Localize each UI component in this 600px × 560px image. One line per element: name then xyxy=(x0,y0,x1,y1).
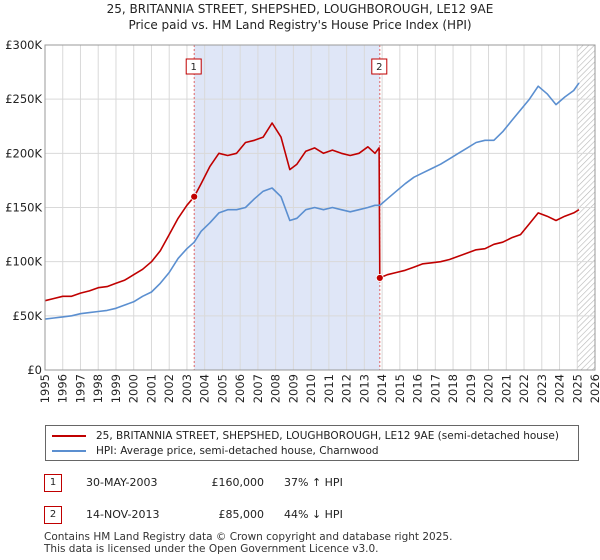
x-tick-label: 2011 xyxy=(322,374,336,403)
x-tick-label: 2018 xyxy=(446,374,460,403)
sale-2-point xyxy=(375,274,384,282)
x-tick-label: 1996 xyxy=(56,374,70,403)
x-tick-label: 2002 xyxy=(162,374,176,403)
chart-title: 25, BRITANNIA STREET, SHEPSHED, LOUGHBOR… xyxy=(106,2,494,16)
x-tick-label: 2015 xyxy=(393,374,407,403)
legend-line-hpi xyxy=(52,450,86,452)
y-tick-label: £50K xyxy=(13,309,43,323)
x-tick-label: 1997 xyxy=(73,374,87,403)
x-tick-label: 2016 xyxy=(411,374,425,403)
x-tick-label: 2010 xyxy=(304,374,318,403)
x-tick-label: 2025 xyxy=(570,374,584,403)
legend-label-hpi: HPI: Average price, semi-detached house,… xyxy=(96,445,379,457)
series-line-property xyxy=(44,122,580,302)
transaction-marker-1: 1 xyxy=(44,474,62,492)
x-tick-label: 2005 xyxy=(215,374,229,403)
transaction-hpi-1: 37% ↑ HPI xyxy=(284,476,343,489)
x-tick-label: 2004 xyxy=(198,374,212,403)
x-tick-label: 2001 xyxy=(144,374,158,403)
transaction-marker-2: 2 xyxy=(44,506,62,524)
sale-2-label: 2 xyxy=(376,62,382,73)
x-tick-label: 2012 xyxy=(340,374,354,403)
x-tick-label: 2026 xyxy=(588,374,600,403)
transaction-price-1: £160,000 xyxy=(211,476,265,489)
x-tick-label: 2006 xyxy=(233,374,247,403)
transaction-hpi-2: 44% ↓ HPI xyxy=(284,508,343,521)
x-tick-label: 2024 xyxy=(553,374,567,403)
x-tick-label: 2013 xyxy=(357,374,371,403)
x-tick-label: 1998 xyxy=(91,374,105,403)
y-tick-label: £100K xyxy=(5,255,42,269)
x-tick-label: 2003 xyxy=(180,374,194,403)
x-tick-label: 2021 xyxy=(499,374,513,403)
x-tick-label: 2017 xyxy=(428,374,442,403)
plot-border xyxy=(44,44,596,371)
x-tick-label: 2009 xyxy=(286,374,300,403)
x-tick-label: 2007 xyxy=(251,374,265,403)
y-tick-label: £0 xyxy=(27,363,42,377)
x-tick-label: 2000 xyxy=(127,374,141,403)
chart-subtitle: Price paid vs. HM Land Registry's House … xyxy=(128,18,472,32)
transaction-price-2: £85,000 xyxy=(218,508,265,521)
x-tick-label: 2020 xyxy=(482,374,496,403)
x-tick-label: 1999 xyxy=(109,374,123,403)
y-tick-label: £150K xyxy=(5,201,42,215)
sale-2-label-box xyxy=(371,58,388,75)
x-tick-label: 2014 xyxy=(375,374,389,403)
x-tick-label: 1995 xyxy=(38,374,52,403)
x-tick-label: 2008 xyxy=(269,374,283,403)
x-tick-label: 2023 xyxy=(535,374,549,403)
legend-line-property xyxy=(52,435,86,437)
x-tick-label: 2019 xyxy=(464,374,478,403)
legend-item-property: 25, BRITANNIA STREET, SHEPSHED, LOUGHBOR… xyxy=(52,429,559,443)
chart-legend: 25, BRITANNIA STREET, SHEPSHED, LOUGHBOR… xyxy=(45,425,579,461)
x-tick-label: 2022 xyxy=(517,374,531,403)
sale-1-label-box xyxy=(185,58,202,75)
sale-1-point xyxy=(190,192,199,201)
transaction-date-1: 30-MAY-2003 xyxy=(86,476,158,489)
legend-label-property: 25, BRITANNIA STREET, SHEPSHED, LOUGHBOR… xyxy=(96,430,559,442)
legend-item-hpi: HPI: Average price, semi-detached house,… xyxy=(52,444,379,458)
series-line-hpi xyxy=(44,82,580,320)
y-tick-label: £200K xyxy=(5,146,42,160)
sale-1-label: 1 xyxy=(191,62,197,73)
y-tick-label: £250K xyxy=(5,92,42,106)
price-chart: 1 2 £0 £50K £100K £150K £200K £250K £300K 1995 199… xyxy=(5,38,600,403)
footer-copyright: Contains HM Land Registry data © Crown c… xyxy=(44,531,453,543)
y-tick-label: £300K xyxy=(5,38,42,52)
transaction-date-2: 14-NOV-2013 xyxy=(86,508,160,521)
footer-licence: This data is licensed under the Open Gov… xyxy=(44,543,379,555)
